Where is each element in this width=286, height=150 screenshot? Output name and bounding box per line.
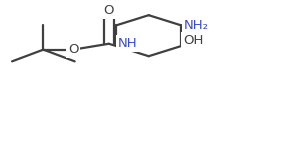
Text: NH: NH xyxy=(118,37,138,50)
Text: OH: OH xyxy=(183,34,203,47)
Text: NH₂: NH₂ xyxy=(184,19,209,32)
Text: O: O xyxy=(104,4,114,17)
Text: O: O xyxy=(68,43,79,56)
